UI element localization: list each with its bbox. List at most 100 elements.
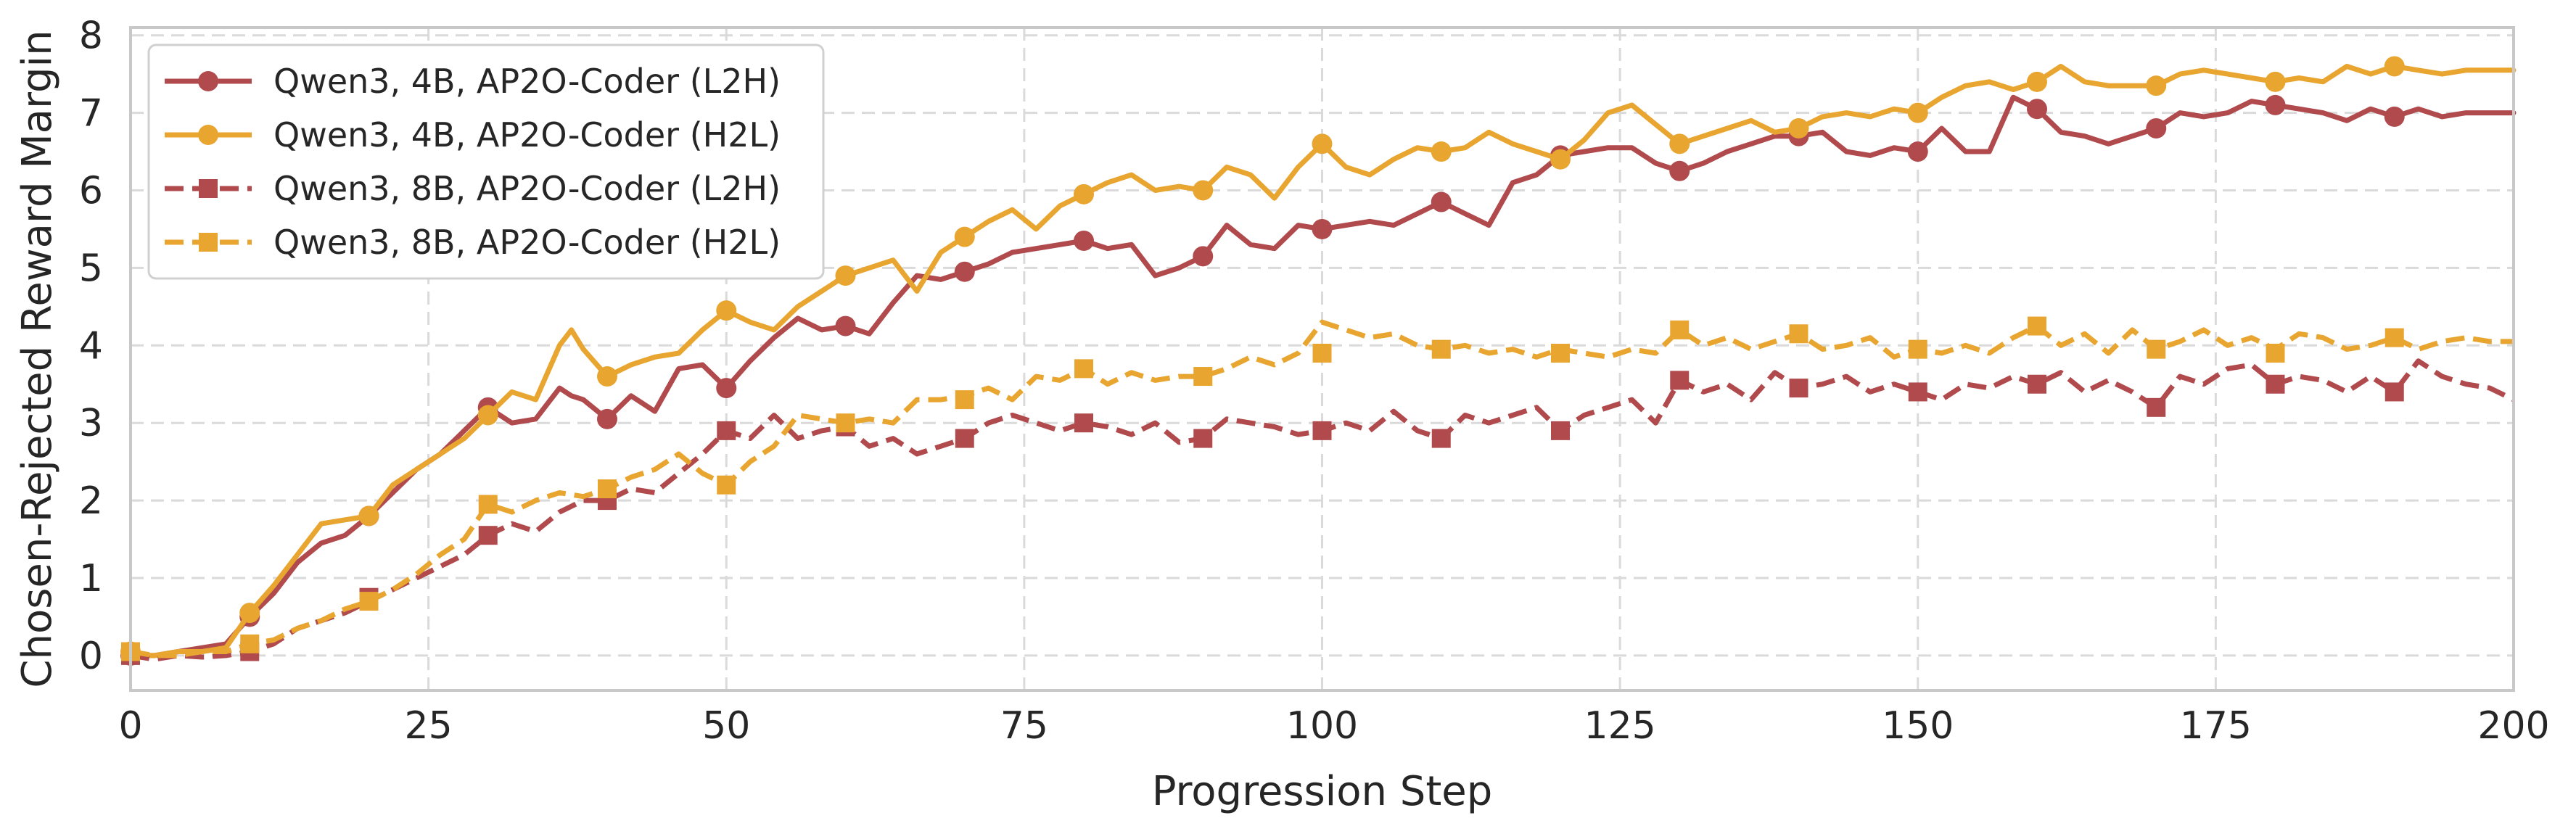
- data-point: [239, 603, 260, 624]
- data-point: [1193, 180, 1214, 201]
- data-point: [1074, 359, 1093, 379]
- data-point: [1431, 141, 1452, 162]
- x-tick-label: 75: [1000, 704, 1048, 748]
- x-tick-label: 0: [118, 704, 142, 748]
- legend-marker-swatch: [198, 125, 218, 145]
- y-tick-label: 4: [79, 324, 103, 368]
- y-tick-labels: 0 1 2 3 4 5 6 7 8: [79, 15, 103, 678]
- data-point: [2028, 374, 2046, 394]
- legend-label: Qwen3, 8B, AP2O-Coder (L2H): [273, 169, 781, 208]
- data-point: [598, 479, 617, 499]
- data-point: [477, 405, 498, 426]
- data-point: [1431, 191, 1452, 212]
- data-point: [1789, 324, 1808, 344]
- data-point: [1193, 246, 1214, 267]
- y-tick-label: 3: [79, 402, 103, 445]
- data-point: [1431, 429, 1451, 448]
- y-axis-title: Chosen-Rejected Reward Margin: [14, 30, 61, 688]
- data-point: [358, 505, 379, 527]
- data-point: [1312, 218, 1333, 239]
- legend-entry: Qwen3, 8B, AP2O-Coder (H2L): [165, 223, 781, 262]
- legend-label: Qwen3, 4B, AP2O-Coder (H2L): [273, 115, 781, 154]
- data-point: [1074, 183, 1094, 205]
- data-point: [1908, 382, 1927, 402]
- data-point: [1551, 421, 1570, 440]
- x-tick-label: 50: [702, 704, 750, 748]
- data-point: [1193, 429, 1213, 448]
- legend-label: Qwen3, 4B, AP2O-Coder (L2H): [273, 62, 781, 101]
- legend: Qwen3, 4B, AP2O-Coder (L2H) Qwen3, 4B, AP…: [147, 44, 825, 280]
- data-point: [1907, 141, 1928, 162]
- data-point: [1074, 230, 1094, 251]
- data-point: [836, 413, 855, 433]
- data-point: [2384, 328, 2404, 347]
- x-tick-label: 175: [2180, 704, 2252, 748]
- series-1: [120, 94, 2517, 666]
- data-point: [1193, 367, 1213, 387]
- data-point: [955, 390, 974, 410]
- x-tick-label: 100: [1286, 704, 1358, 748]
- y-tick-label: 1: [79, 557, 103, 600]
- data-point: [2384, 382, 2404, 402]
- x-tick-label: 200: [2477, 704, 2549, 748]
- data-point: [478, 526, 498, 545]
- data-point: [1550, 149, 1571, 170]
- data-point: [2266, 343, 2285, 363]
- data-point: [955, 429, 974, 448]
- data-point: [835, 265, 856, 286]
- data-point: [2265, 94, 2286, 115]
- data-point: [2147, 339, 2166, 359]
- data-point: [1551, 343, 1570, 363]
- x-axis-title: Progression Step: [1152, 768, 1493, 815]
- data-point: [717, 475, 736, 495]
- x-tick-label: 150: [1882, 704, 1954, 748]
- y-tick-label: 8: [79, 15, 103, 58]
- y-tick-label: 0: [79, 635, 103, 678]
- data-point: [1669, 160, 1690, 181]
- data-point: [1908, 339, 1927, 359]
- plot-frame: [129, 26, 2515, 692]
- x-tick-labels: 0 25 50 75 100 125 150 175 200: [118, 704, 2549, 748]
- y-tick-label: 7: [79, 92, 103, 136]
- legend-box: [147, 44, 825, 280]
- data-point: [597, 408, 617, 429]
- legend-entry: Qwen3, 4B, AP2O-Coder (H2L): [165, 115, 781, 154]
- series-line: [128, 64, 2517, 658]
- data-point: [2384, 56, 2405, 77]
- data-point: [2028, 316, 2046, 336]
- data-point: [2027, 71, 2047, 92]
- series-line: [130, 319, 2514, 658]
- data-point: [2384, 106, 2405, 127]
- data-point: [954, 261, 975, 282]
- series-line: [128, 94, 2517, 658]
- data-point: [1670, 371, 1690, 390]
- data-point: [1312, 421, 1332, 440]
- legend-marker-swatch: [199, 233, 218, 252]
- y-tick-label: 2: [79, 479, 103, 523]
- data-point: [1431, 339, 1451, 359]
- data-point: [1907, 102, 1928, 123]
- data-point: [1312, 343, 1332, 363]
- data-point: [2146, 117, 2167, 139]
- x-tick-label: 25: [405, 704, 453, 748]
- x-tick-label: 125: [1584, 704, 1655, 748]
- data-point: [2265, 71, 2286, 92]
- legend-marker-swatch: [198, 71, 218, 91]
- data-point: [2146, 75, 2167, 96]
- data-point: [2266, 374, 2285, 394]
- data-point: [717, 421, 736, 440]
- legend-entry: Qwen3, 8B, AP2O-Coder (L2H): [165, 169, 781, 208]
- legend-entry: Qwen3, 4B, AP2O-Coder (L2H): [165, 62, 781, 101]
- y-tick-label: 5: [79, 247, 103, 290]
- data-point: [359, 592, 379, 611]
- legend-label: Qwen3, 8B, AP2O-Coder (H2L): [273, 223, 781, 262]
- data-point: [1074, 413, 1093, 433]
- data-point: [716, 378, 737, 399]
- data-point: [478, 495, 498, 514]
- data-point: [240, 634, 260, 653]
- data-point: [954, 226, 975, 247]
- data-point: [1789, 379, 1808, 398]
- data-point: [597, 366, 617, 387]
- data-point: [1670, 320, 1690, 339]
- series-layer: [120, 56, 2517, 666]
